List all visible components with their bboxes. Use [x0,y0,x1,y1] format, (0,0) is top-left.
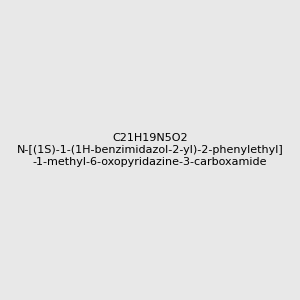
Text: C21H19N5O2
N-[(1S)-1-(1H-benzimidazol-2-yl)-2-phenylethyl]
-1-methyl-6-oxopyrida: C21H19N5O2 N-[(1S)-1-(1H-benzimidazol-2-… [16,134,283,166]
